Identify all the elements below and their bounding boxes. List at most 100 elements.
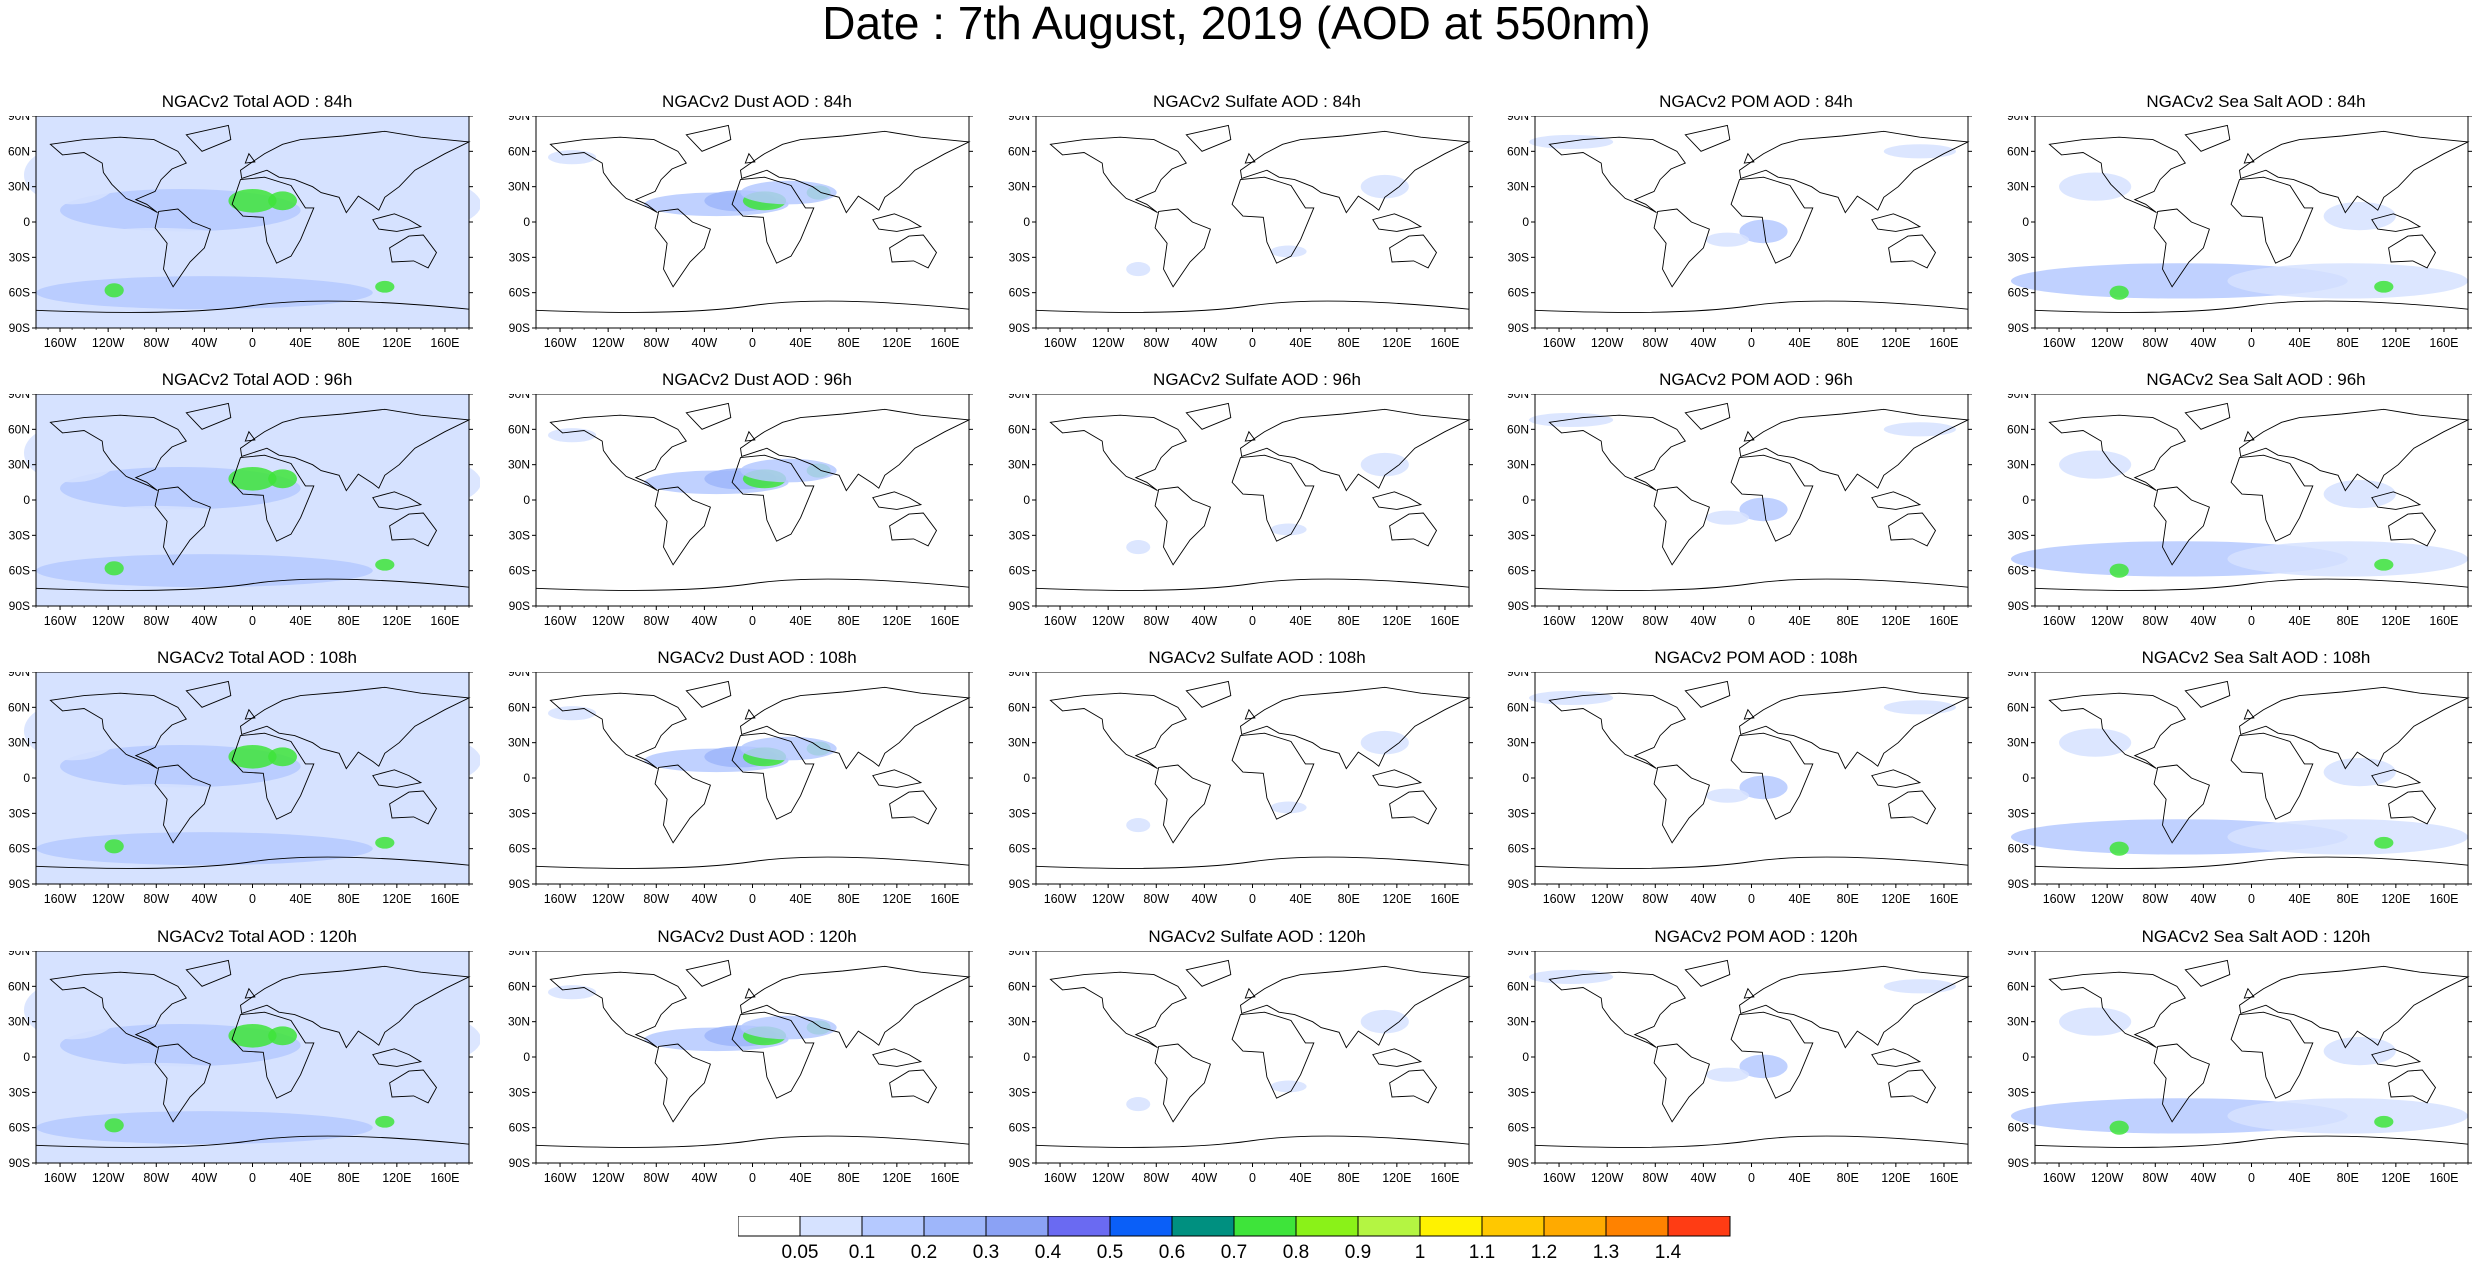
aod-plume bbox=[228, 189, 277, 213]
lon-label: 0 bbox=[749, 1171, 756, 1185]
lon-label: 40E bbox=[789, 1171, 811, 1185]
aod-plume bbox=[2227, 263, 2468, 299]
lon-label: 80W bbox=[1642, 1171, 1668, 1185]
lat-label: 90S bbox=[1009, 321, 1030, 335]
world-map: 90N 60N 30N 0 30S 60S 90S 160W 120W 80W 40W 0 40E 80E… bbox=[2007, 116, 2472, 350]
lat-label: 0 bbox=[523, 493, 530, 507]
lat-label: 90S bbox=[1508, 321, 1529, 335]
coastline bbox=[389, 1069, 438, 1104]
antarctica-coast bbox=[35, 1135, 470, 1148]
aod-plume bbox=[2059, 172, 2132, 201]
lat-label: 90N bbox=[508, 116, 530, 123]
world-map: 90N 60N 30N 0 30S 60S 90S 160W 120W 80W 40W 0 40E 80E… bbox=[508, 394, 973, 628]
lon-label: 0 bbox=[1249, 336, 1256, 350]
lat-label: 90S bbox=[2008, 1156, 2029, 1170]
coastline bbox=[740, 965, 971, 1049]
lon-label: 120E bbox=[382, 1171, 411, 1185]
aod-plume bbox=[2059, 1007, 2132, 1036]
lon-label: 80E bbox=[2337, 614, 2359, 628]
coastline bbox=[1730, 1011, 1814, 1099]
coastline bbox=[2230, 454, 2314, 542]
coastline bbox=[2239, 686, 2470, 770]
coastline bbox=[1684, 680, 1731, 708]
lon-label: 80E bbox=[338, 336, 360, 350]
lon-label: 160W bbox=[44, 1171, 77, 1185]
lon-label: 80W bbox=[643, 892, 669, 906]
lat-label: 30N bbox=[8, 180, 30, 194]
aod-plume bbox=[375, 1115, 395, 1128]
coastline bbox=[1730, 176, 1814, 264]
lon-label: 80E bbox=[838, 614, 860, 628]
lat-label: 90S bbox=[2008, 877, 2029, 891]
colorbar-label: 1 bbox=[1415, 1242, 1426, 1261]
aod-plume bbox=[2374, 280, 2394, 293]
aod-plume bbox=[2227, 1098, 2468, 1134]
coastline bbox=[2243, 152, 2255, 164]
lat-label: 30S bbox=[1009, 806, 1030, 820]
coastline bbox=[1888, 234, 1937, 269]
coastline bbox=[744, 152, 756, 164]
coastline bbox=[740, 686, 971, 770]
lon-label: 40E bbox=[289, 1171, 311, 1185]
aod-plume bbox=[375, 280, 395, 293]
lon-label: 0 bbox=[1249, 1171, 1256, 1185]
lat-label: 60S bbox=[2008, 564, 2029, 578]
lat-label: 60S bbox=[9, 564, 30, 578]
lon-label: 120W bbox=[592, 892, 625, 906]
coastline bbox=[372, 769, 423, 788]
lon-label: 40E bbox=[1289, 892, 1311, 906]
lat-label: 60S bbox=[2008, 1121, 2029, 1135]
lon-label: 40W bbox=[1691, 614, 1717, 628]
coastline bbox=[1240, 408, 1471, 492]
antarctica-coast bbox=[535, 1135, 970, 1148]
lon-label: 80E bbox=[1837, 1171, 1859, 1185]
aod-plume bbox=[1126, 262, 1151, 277]
coastline bbox=[154, 208, 211, 288]
lat-label: 0 bbox=[1023, 215, 1030, 229]
lon-label: 120E bbox=[1881, 1171, 1910, 1185]
lon-label: 80W bbox=[1143, 1171, 1169, 1185]
coastline bbox=[1372, 1048, 1423, 1067]
lon-label: 120W bbox=[1591, 336, 1624, 350]
lon-label: 120W bbox=[2091, 336, 2124, 350]
lon-label: 120E bbox=[382, 892, 411, 906]
aod-plume bbox=[1739, 497, 1788, 522]
world-map: 90N 60N 30N 0 30S 60S 90S 160W 120W 80W 40W 0 40E 80E… bbox=[1008, 116, 1473, 350]
map-panel: NGACv2 Dust AOD : 120h 90N 60N 30N 0 30S 60S 90… bbox=[500, 927, 980, 1197]
world-map: 90N 60N 30N 0 30S 60S 90S 160W 120W 80W 40W 0 40E 80E… bbox=[8, 672, 480, 906]
coastline bbox=[1231, 1011, 1315, 1099]
lon-label: 40W bbox=[692, 614, 718, 628]
aod-plume bbox=[1270, 245, 1307, 258]
coastline bbox=[1185, 124, 1232, 152]
aod-plume bbox=[1126, 1097, 1151, 1112]
coastline bbox=[2243, 430, 2255, 442]
lat-label: 30S bbox=[1508, 1085, 1529, 1099]
aod-plume bbox=[1270, 523, 1307, 536]
lat-label: 60S bbox=[1508, 1121, 1529, 1135]
colorbar-box bbox=[1047, 1216, 1111, 1237]
lat-label: 60S bbox=[9, 286, 30, 300]
coastline bbox=[1389, 1069, 1438, 1104]
coastline bbox=[1653, 764, 1710, 844]
coastline bbox=[154, 764, 211, 844]
lon-label: 0 bbox=[1748, 1171, 1755, 1185]
lat-label: 30S bbox=[509, 1085, 530, 1099]
coastline bbox=[372, 213, 423, 232]
coastline bbox=[1739, 408, 1970, 492]
lat-label: 60N bbox=[8, 144, 30, 158]
coastline bbox=[1888, 790, 1937, 825]
lat-label: 30S bbox=[1009, 1085, 1030, 1099]
lon-label: 120E bbox=[2381, 336, 2410, 350]
lon-label: 40W bbox=[192, 892, 218, 906]
coastline bbox=[744, 430, 756, 442]
panel-title: NGACv2 Dust AOD : 96h bbox=[662, 370, 852, 389]
coastline bbox=[685, 680, 732, 708]
coastline bbox=[1049, 414, 1187, 491]
colorbar-box bbox=[1543, 1216, 1607, 1237]
lon-label: 160W bbox=[44, 892, 77, 906]
lat-label: 30S bbox=[1009, 528, 1030, 542]
lat-label: 90N bbox=[1008, 672, 1030, 679]
world-map: 90N 60N 30N 0 30S 60S 90S 160W 120W 80W 40W 0 40E 80E… bbox=[8, 951, 480, 1185]
coastline bbox=[1244, 987, 1256, 999]
coastline bbox=[372, 1048, 423, 1067]
